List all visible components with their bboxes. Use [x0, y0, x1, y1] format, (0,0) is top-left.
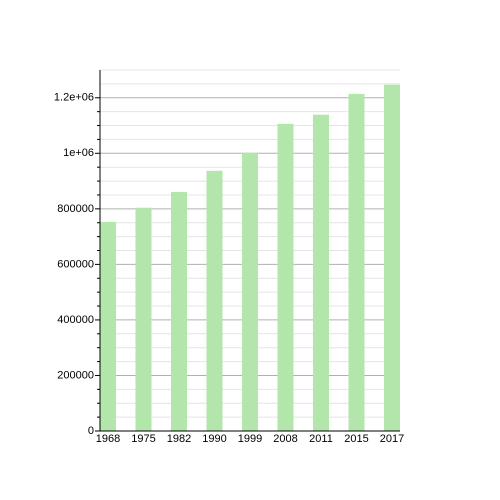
y-tick-label: 200000 [57, 369, 94, 381]
x-tick-label: 1968 [96, 433, 120, 445]
y-tick-label: 1e+06 [63, 147, 94, 159]
y-tick-label: 0 [88, 425, 94, 437]
x-tick-label: 2011 [309, 433, 333, 445]
bar [135, 207, 152, 431]
bar [313, 114, 329, 431]
x-tick-label: 1975 [131, 433, 155, 445]
bar [206, 170, 223, 431]
bar [384, 84, 400, 432]
bar [171, 191, 187, 431]
x-tick-label: 2015 [344, 433, 368, 445]
x-tick-label: 2017 [380, 433, 404, 445]
bar [277, 123, 294, 431]
y-tick-label: 400000 [57, 314, 94, 326]
bar [348, 93, 365, 432]
y-tick-label: 600000 [57, 258, 94, 270]
x-tick-label: 1999 [238, 433, 262, 445]
x-tick-label: 1982 [167, 433, 191, 445]
x-tick-label: 2008 [273, 433, 297, 445]
y-tick-label: 800000 [57, 203, 94, 215]
x-tick-label: 1990 [202, 433, 226, 445]
y-tick-label: 1.2e+06 [54, 92, 94, 104]
bar [242, 152, 258, 431]
bar [100, 221, 116, 431]
